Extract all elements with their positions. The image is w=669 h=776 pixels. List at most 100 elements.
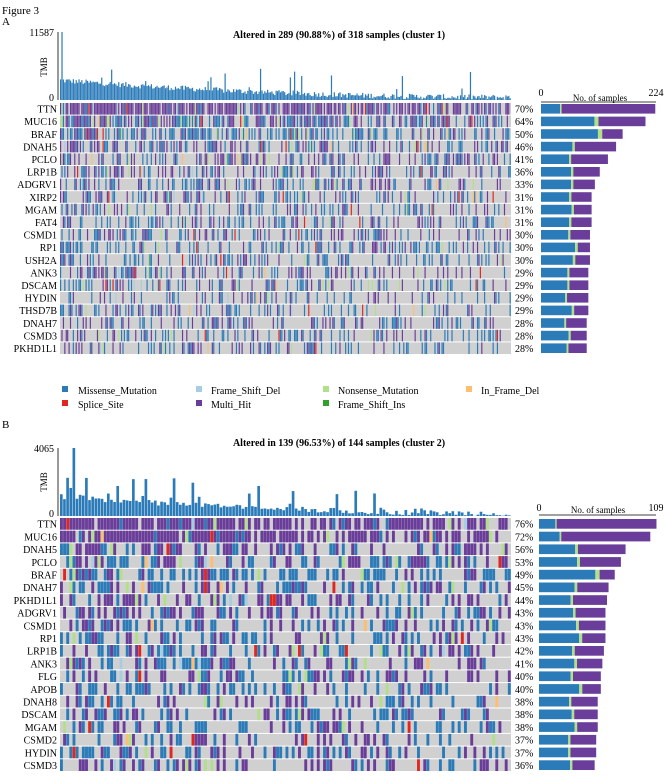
grid-cell [339,241,341,254]
grid-cell [101,153,103,165]
grid-row-bg [60,229,511,241]
grid-cell [430,329,432,342]
grid-cell [88,166,90,178]
grid-cell [128,166,130,178]
tmb-bar [164,88,167,100]
grid-cell [385,708,389,721]
grid-cell [120,166,123,178]
grid-cell [238,266,240,279]
tmb-bar [269,508,273,516]
grid-cell [498,115,500,128]
grid-cell [411,292,413,304]
grid-cell [401,708,405,721]
grid-cell [296,216,299,228]
grid-cell [493,203,496,216]
grid-cell [149,166,151,178]
grid-cell [157,581,160,594]
tmb-bar [106,85,109,100]
tmb-bar [495,515,498,516]
grid-cell [296,241,299,254]
tmb-bar [109,81,111,100]
grid-cell [281,317,283,329]
grid-cell [401,518,405,530]
grid-cell [184,128,186,140]
grid-cell [187,342,189,354]
gene-label: MGAM [25,723,57,734]
grid-cell [216,759,220,771]
grid-cell [260,606,264,619]
grid-cell [197,594,201,606]
grid-cell [125,746,129,759]
grid-cell [172,695,176,708]
grid-cell [210,103,212,115]
grid-cell [377,229,379,241]
grid-cell [335,342,337,354]
grid-cell [106,103,108,115]
tmb-bar [194,91,196,100]
grid-cell [185,619,189,632]
grid-cell [323,746,326,759]
grid-cell [298,632,301,644]
grid-cell [438,721,442,733]
tmb-bar [437,94,439,100]
grid-cell [204,721,207,733]
grid-cell [296,140,299,153]
grid-cell [72,670,76,683]
grid-cell [395,568,398,581]
grid-cell [341,543,345,556]
grid-cell [438,342,440,354]
grid-cell [271,115,273,128]
grid-cell [160,581,164,594]
grid-cell [464,746,467,759]
grid-cell [204,329,206,342]
grid-cell [208,216,211,228]
grid-cell [228,203,230,216]
grid-cell [294,708,298,721]
grid-cell [166,606,170,619]
grid-cell [276,166,279,178]
grid-cell [288,140,290,153]
grid-cell [196,241,198,254]
tmb-bar [257,93,259,100]
grid-cell [505,140,507,153]
grid-cell [385,556,389,568]
tmb-bar [103,86,106,100]
tmb-bar [71,82,73,100]
grid-cell [323,670,326,683]
grid-cell [108,128,110,140]
grid-cell [262,115,264,128]
grid-cell [176,115,178,128]
grid-cell [348,581,352,594]
grid-cell [157,103,160,115]
grid-cell [173,128,175,140]
grid-cell [457,645,461,657]
grid-cell [103,594,107,606]
grid-cell [194,254,196,266]
grid-cell [417,556,420,568]
grid-cell [142,115,144,128]
grid-cell [213,594,217,606]
grid-cell [385,606,389,619]
grid-cell [285,581,289,594]
tmb-bar [122,499,126,516]
grid-cell [89,103,91,115]
grid-cell [403,342,405,354]
grid-cell [116,115,118,128]
grid-cell [427,292,429,304]
grid-cell [457,543,461,556]
grid-cell [482,632,486,644]
grid-cell [482,746,486,759]
grid-cell [110,594,113,606]
grid-cell [435,721,439,733]
grid-cell [250,304,252,317]
grid-cell [501,746,505,759]
grid-cell [211,279,213,291]
grid-cell [201,178,203,191]
grid-cell [220,191,222,203]
grid-cell [330,279,333,291]
grid-cell [208,203,211,216]
grid-cell [235,759,239,771]
grid-cell [485,317,487,329]
grid-cell [166,556,170,568]
grid-cell [274,216,276,228]
